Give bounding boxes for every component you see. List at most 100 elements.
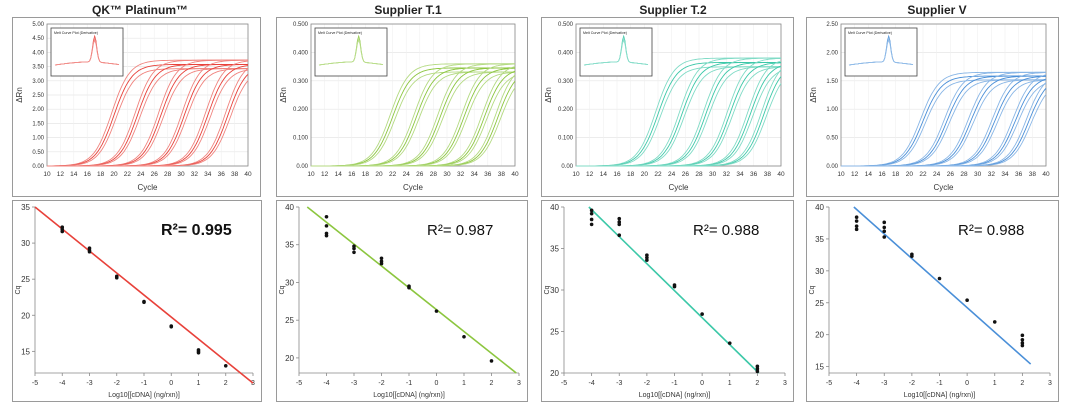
y-tick-label: 0.00 xyxy=(32,164,44,170)
y-tick-label: 40 xyxy=(815,203,824,212)
y-tick-label: 20 xyxy=(815,331,824,340)
data-point xyxy=(882,229,887,234)
y-tick-label: 2.00 xyxy=(32,107,44,113)
x-tick-label: 0 xyxy=(700,380,704,387)
data-point xyxy=(882,235,887,239)
inset-frame xyxy=(50,27,124,77)
fit-line xyxy=(306,206,517,374)
x-tick-label: 34 xyxy=(204,171,212,178)
x-tick-label: 40 xyxy=(777,171,785,178)
y-tick-label: 20 xyxy=(550,369,559,378)
amplification-plot-panel: 0.00 0.50 1.00 1.50 2.00 2.50 10 12 14 16 18 20 22 24… xyxy=(806,17,1059,197)
amplification-curve xyxy=(841,71,1046,167)
x-tick-label: 22 xyxy=(389,171,397,178)
amplification-plot: 0.00 0.50 1.00 1.50 2.00 2.50 10 12 14 16 18 20 22 24… xyxy=(809,22,1050,192)
melt-curve xyxy=(583,38,649,66)
y-axis-label: Cq xyxy=(279,285,286,294)
y-tick-label: 0.00 xyxy=(561,164,573,170)
y-tick-label: 35 xyxy=(815,235,824,244)
x-axis-label: Cycle xyxy=(668,183,689,192)
x-tick-label: -3 xyxy=(351,380,357,387)
y-tick-label: 1.50 xyxy=(826,79,838,85)
x-tick-label: 34 xyxy=(736,171,744,178)
x-tick-label: 18 xyxy=(362,171,370,178)
x-tick-label: 10 xyxy=(43,171,51,178)
x-tick-label: 16 xyxy=(84,171,92,178)
y-tick-label: 1.00 xyxy=(32,136,44,142)
data-point xyxy=(589,208,594,213)
y-tick-label: 0.00 xyxy=(296,164,308,170)
y-tick-label: 30 xyxy=(21,239,30,248)
x-tick-label: 32 xyxy=(457,171,465,178)
data-point xyxy=(755,369,760,374)
y-tick-label: 15 xyxy=(21,347,30,356)
data-point xyxy=(645,258,649,262)
y-axis-label: Cq xyxy=(809,285,816,294)
y-axis-label: ΔRn xyxy=(279,87,288,103)
y-axis-label: ΔRn xyxy=(809,87,818,103)
melt-curve xyxy=(318,38,384,66)
y-tick-label: 25 xyxy=(285,316,294,325)
r-squared-label: R²= 0.995 xyxy=(161,222,232,239)
y-tick-label: 30 xyxy=(815,267,824,276)
r-squared-label: R²= 0.987 xyxy=(427,222,493,239)
data-point xyxy=(379,261,384,266)
y-tick-label: 0.00 xyxy=(826,164,838,170)
y-tick-label: 4.50 xyxy=(32,36,44,42)
data-point xyxy=(1020,338,1025,342)
x-tick-label: -1 xyxy=(936,380,942,387)
data-point xyxy=(992,320,997,324)
x-tick-label: 22 xyxy=(654,171,662,178)
x-tick-label: -5 xyxy=(32,380,38,387)
data-point xyxy=(617,220,622,224)
x-tick-label: 20 xyxy=(375,171,383,178)
y-axis-label: Cq xyxy=(544,285,551,294)
x-tick-label: 12 xyxy=(321,171,329,178)
y-tick-label: 1.00 xyxy=(826,107,838,113)
y-axis-label: Cq xyxy=(15,285,22,294)
data-point xyxy=(60,229,65,234)
x-tick-label: -1 xyxy=(406,380,412,387)
x-tick-label: 0 xyxy=(435,380,439,387)
data-point xyxy=(937,276,942,281)
standard-curve-plot: 20 25 30 35 40 -5 -4 -3 -2 -1 0 1 2 3 Log10[[cDNA] (ng… xyxy=(279,203,521,399)
data-point xyxy=(910,254,914,258)
x-tick-label: 40 xyxy=(511,171,519,178)
x-tick-label: 34 xyxy=(471,171,479,178)
y-tick-label: 2.50 xyxy=(826,22,838,28)
data-point xyxy=(352,250,356,255)
x-tick-label: -2 xyxy=(909,380,915,387)
data-point xyxy=(223,363,228,368)
x-tick-label: 24 xyxy=(403,171,411,178)
y-tick-label: 20 xyxy=(285,354,294,363)
y-tick-label: 0.100 xyxy=(293,136,309,142)
x-tick-label: 36 xyxy=(484,171,492,178)
x-tick-label: 30 xyxy=(709,171,717,178)
x-tick-label: 22 xyxy=(124,171,132,178)
x-tick-label: 40 xyxy=(1042,171,1050,178)
standard-curve-plot: 15 20 25 30 35 -5 -4 -3 -2 -1 0 1 2 3 Log10[[cDNA] (ng… xyxy=(15,203,255,399)
inset-frame xyxy=(579,27,653,77)
x-tick-label: 36 xyxy=(750,171,758,178)
x-tick-label: 32 xyxy=(988,171,996,178)
data-point xyxy=(324,233,329,238)
x-tick-label: 3 xyxy=(1048,380,1052,387)
data-point xyxy=(854,219,859,223)
fit-line xyxy=(853,206,1032,365)
x-tick-label: -4 xyxy=(59,380,65,387)
y-tick-label: 25 xyxy=(550,328,559,337)
y-tick-label: 30 xyxy=(285,278,294,287)
y-tick-label: 0.50 xyxy=(826,136,838,142)
amplification-curve xyxy=(311,63,515,167)
y-tick-label: 40 xyxy=(550,203,559,212)
x-tick-label: 22 xyxy=(919,171,927,178)
amplification-curve xyxy=(47,63,248,167)
x-tick-label: 28 xyxy=(960,171,968,178)
x-tick-label: 1 xyxy=(197,380,201,387)
x-tick-label: 12 xyxy=(57,171,65,178)
amplification-plot-panel: 0.00 0.100 0.200 0.300 0.400 0.500 10 12 14 16 18 2… xyxy=(541,17,794,197)
data-point xyxy=(645,253,649,257)
x-tick-label: -5 xyxy=(826,380,832,387)
amplification-curve xyxy=(841,72,1046,167)
data-point xyxy=(589,217,594,222)
